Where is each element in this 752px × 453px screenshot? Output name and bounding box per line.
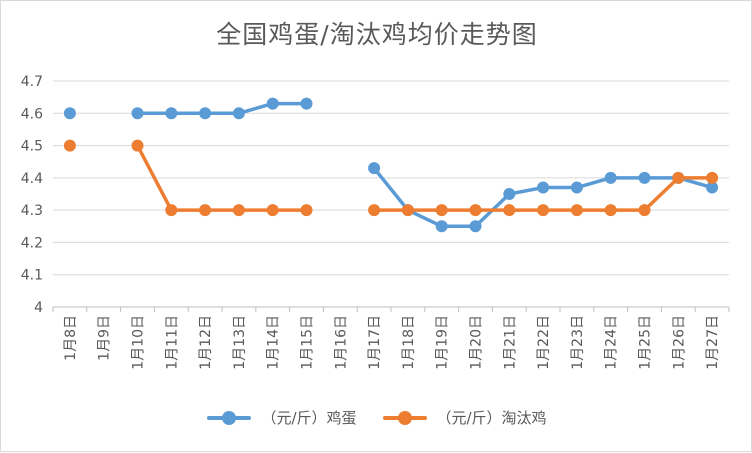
x-tick-label: 1月14日 <box>266 315 282 370</box>
legend-label-hen: （元/斤）淘汰鸡 <box>436 409 547 427</box>
data-point-1[interactable] <box>469 204 482 217</box>
data-point-0[interactable] <box>266 97 279 110</box>
data-point-1[interactable] <box>604 204 617 217</box>
y-tick-label: 4 <box>34 300 43 316</box>
x-tick-label: 1月15日 <box>300 315 316 370</box>
x-tick-label: 1月12日 <box>198 315 214 370</box>
data-point-0[interactable] <box>368 162 381 175</box>
data-point-0[interactable] <box>604 171 617 184</box>
data-point-1[interactable] <box>503 204 516 217</box>
series-line-0 <box>135 101 309 116</box>
data-point-1[interactable] <box>63 139 76 152</box>
data-point-0[interactable] <box>638 171 651 184</box>
data-point-0[interactable] <box>435 220 448 233</box>
data-point-0[interactable] <box>469 220 482 233</box>
y-tick-label: 4.7 <box>21 74 43 90</box>
x-tick-label: 1月11日 <box>164 315 180 370</box>
x-tick-label: 1月22日 <box>536 315 552 370</box>
legend-item-egg[interactable]: （元/斤）鸡蛋 <box>207 407 357 428</box>
data-point-1[interactable] <box>131 139 144 152</box>
data-point-0[interactable] <box>131 107 144 120</box>
data-point-0[interactable] <box>706 181 719 194</box>
data-point-1[interactable] <box>537 204 550 217</box>
data-point-1[interactable] <box>300 204 313 217</box>
data-point-1[interactable] <box>368 204 381 217</box>
data-point-1[interactable] <box>165 204 178 217</box>
chart-legend: （元/斤）鸡蛋 （元/斤）淘汰鸡 <box>1 407 752 428</box>
x-tick-label: 1月9日 <box>97 315 113 361</box>
x-tick-label: 1月8日 <box>63 315 79 361</box>
data-point-1[interactable] <box>232 204 245 217</box>
legend-swatch-hen <box>382 410 427 425</box>
x-tick-label: 1月23日 <box>570 315 586 370</box>
x-tick-label: 1月24日 <box>604 315 620 370</box>
series-line-0 <box>372 166 714 229</box>
data-point-0[interactable] <box>537 181 550 194</box>
chart-title: 全国鸡蛋/淘汰鸡均价走势图 <box>216 20 538 49</box>
y-tick-label: 4.2 <box>21 235 43 251</box>
data-point-0[interactable] <box>63 107 76 120</box>
y-tick-label: 4.6 <box>21 106 43 122</box>
data-point-1[interactable] <box>435 204 448 217</box>
data-point-1[interactable] <box>266 204 279 217</box>
x-tick-label: 1月27日 <box>705 315 721 370</box>
data-point-1[interactable] <box>706 171 719 184</box>
x-tick-label: 1月21日 <box>502 315 518 370</box>
legend-label-egg: （元/斤）鸡蛋 <box>261 409 357 427</box>
data-point-0[interactable] <box>300 97 313 110</box>
data-point-1[interactable] <box>199 204 212 217</box>
data-point-0[interactable] <box>232 107 245 120</box>
x-tick-label: 1月19日 <box>435 315 451 370</box>
data-point-0[interactable] <box>503 188 516 200</box>
y-tick-label: 4.5 <box>21 139 43 155</box>
data-point-0[interactable] <box>199 107 212 120</box>
y-tick-label: 4.1 <box>21 268 43 284</box>
x-tick-label: 1月18日 <box>401 315 417 370</box>
data-point-0[interactable] <box>165 107 178 120</box>
y-tick-label: 4.4 <box>21 171 43 187</box>
data-point-1[interactable] <box>401 204 414 217</box>
x-tick-label: 1月20日 <box>469 315 485 370</box>
x-tick-label: 1月26日 <box>671 315 687 370</box>
x-tick-label: 1月25日 <box>638 315 654 370</box>
x-tick-label: 1月16日 <box>333 315 349 370</box>
data-point-0[interactable] <box>570 181 583 194</box>
x-tick-label: 1月17日 <box>367 315 383 370</box>
data-point-1[interactable] <box>570 204 583 217</box>
y-tick-label: 4.3 <box>21 203 43 219</box>
legend-swatch-egg <box>207 410 252 425</box>
legend-item-hen[interactable]: （元/斤）淘汰鸡 <box>382 407 547 428</box>
data-point-1[interactable] <box>672 171 685 184</box>
x-tick-label: 1月10日 <box>131 315 147 370</box>
x-tick-label: 1月13日 <box>232 315 248 370</box>
data-point-1[interactable] <box>638 204 651 217</box>
